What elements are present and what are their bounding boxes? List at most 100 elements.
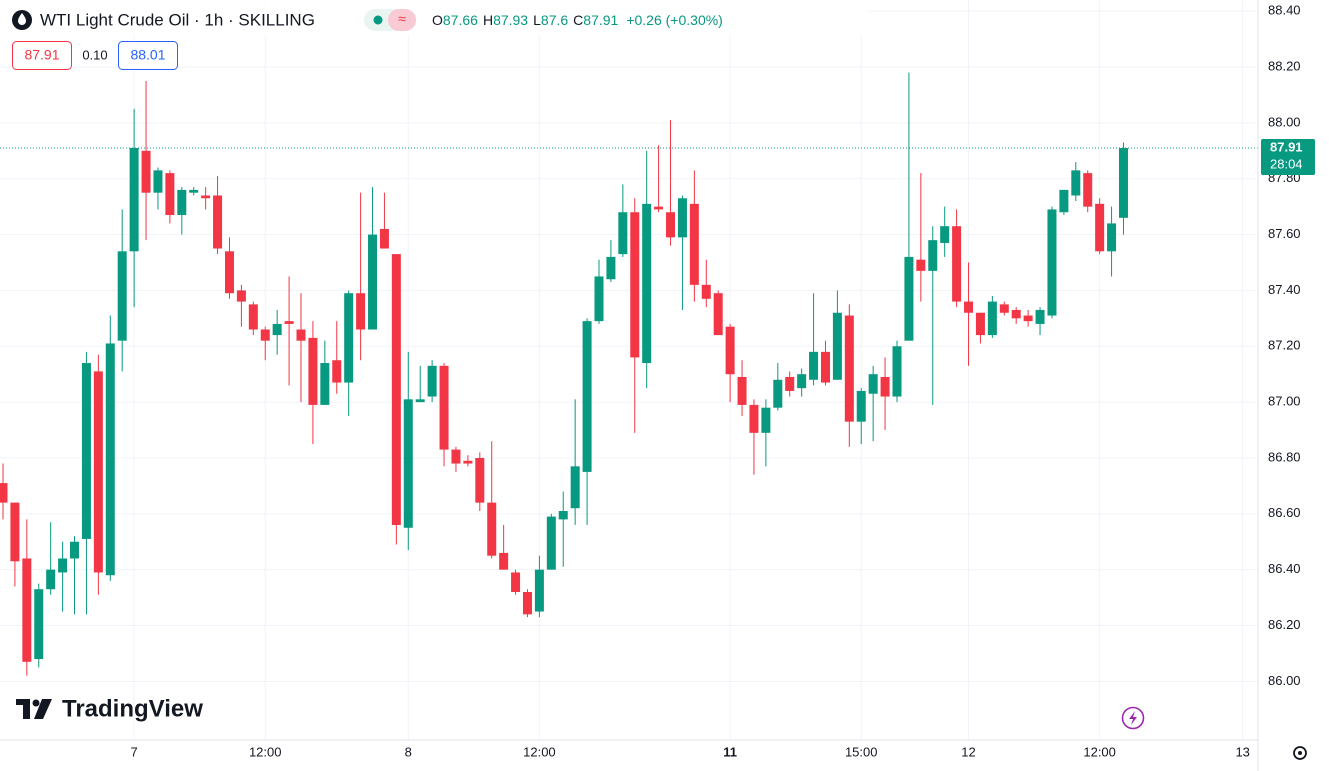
candle-body — [81, 363, 91, 539]
candle-body — [892, 346, 902, 397]
candle-body — [761, 407, 771, 433]
candle-body — [975, 312, 985, 336]
candle-body — [1047, 209, 1057, 316]
candle-body — [165, 173, 175, 216]
candle-body — [189, 189, 199, 193]
header-bg — [0, 0, 870, 36]
x-tick-label: 7 — [131, 744, 138, 759]
candle-body — [964, 301, 974, 313]
candle-body — [368, 234, 378, 330]
candle-body — [284, 321, 294, 324]
y-tick-label: 88.40 — [1268, 3, 1301, 18]
settings-icon-core — [1298, 751, 1302, 755]
x-tick-label: 13 — [1235, 744, 1249, 759]
candle-body — [58, 558, 68, 573]
candle-body — [606, 256, 616, 280]
y-tick-label: 86.20 — [1268, 617, 1301, 632]
candle-body — [391, 254, 401, 525]
y-tick-label: 86.00 — [1268, 673, 1301, 688]
candle-body — [522, 592, 532, 615]
axes: 86.00 86.20 86.40 86.60 86.80 87.00 87.20 87.40… — [131, 3, 1315, 759]
candle-body — [1118, 148, 1128, 218]
logo-mark — [34, 699, 52, 719]
y-tick-label: 86.40 — [1268, 561, 1301, 576]
countdown: 28:04 — [1270, 156, 1303, 171]
candle-body — [773, 379, 783, 408]
candle-body — [70, 541, 80, 559]
candle-body — [1059, 189, 1069, 213]
y-tick-label: 87.00 — [1268, 394, 1301, 409]
candle-body — [928, 240, 938, 271]
legend-value: 87.6 — [541, 12, 568, 28]
candle-body — [22, 558, 32, 662]
candle-body — [511, 572, 521, 592]
candle-body — [0, 483, 8, 503]
candle-body — [916, 259, 926, 271]
candle-body — [749, 404, 759, 433]
candle-body — [475, 457, 485, 503]
candle-body — [332, 360, 342, 383]
sell-button[interactable] — [12, 41, 72, 70]
candle-body — [46, 569, 56, 590]
candle-body — [93, 371, 103, 573]
drop-icon — [18, 13, 26, 25]
y-tick-label: 88.00 — [1268, 114, 1301, 129]
settings-icon[interactable] — [1293, 746, 1307, 760]
legend-label: O — [432, 12, 443, 28]
bid-price: 87.91 — [24, 47, 59, 63]
candle-body — [952, 226, 962, 302]
candle-body — [105, 343, 115, 576]
legend-label: H — [483, 12, 493, 28]
x-tick-label: 12:00 — [1083, 744, 1116, 759]
last-price-tag — [1261, 139, 1315, 175]
candle-body — [987, 301, 997, 336]
flash-icon[interactable] — [1121, 706, 1145, 730]
candle-body — [415, 399, 425, 403]
logo-text: TradingView — [62, 695, 203, 722]
y-tick-label: 87.60 — [1268, 226, 1301, 241]
y-tick-label: 88.20 — [1268, 58, 1301, 73]
candle-body — [463, 460, 473, 464]
market-open-dot — [373, 15, 383, 25]
x-tick-label: 12:00 — [249, 744, 282, 759]
candle-body — [868, 374, 878, 394]
candle-body — [701, 284, 711, 299]
candle-body — [213, 195, 223, 249]
candle-body — [844, 315, 854, 422]
y-tick-label: 87.40 — [1268, 282, 1301, 297]
legend-value: 87.91 — [583, 12, 618, 28]
candle-body — [546, 516, 556, 570]
x-tick-label: 11 — [723, 744, 737, 759]
candle-body — [487, 502, 497, 556]
candle-body — [34, 589, 44, 660]
flash-bolt — [1129, 711, 1137, 725]
candle-body — [880, 376, 890, 397]
legend-label: C — [573, 12, 583, 28]
candle-body — [308, 337, 318, 405]
candle-body — [344, 293, 354, 383]
candle-body — [725, 326, 735, 375]
spread: 0.10 — [82, 47, 107, 62]
y-tick-label: 86.80 — [1268, 449, 1301, 464]
candle-body — [1071, 170, 1081, 196]
candle-body — [439, 365, 449, 450]
candle-body — [737, 376, 747, 405]
candle-body — [499, 552, 509, 570]
candle-body — [618, 212, 628, 255]
delay-pill — [388, 9, 416, 31]
candle-body — [403, 399, 413, 528]
candle-body — [427, 365, 437, 397]
ask-price: 88.01 — [130, 47, 165, 63]
candle-body — [379, 228, 389, 249]
candle-body — [1035, 309, 1045, 324]
candle-body — [904, 256, 914, 341]
tradingview-logo: TradingView — [16, 695, 203, 722]
buy-button[interactable] — [118, 41, 178, 70]
candle-body — [1011, 309, 1021, 319]
legend-value: 87.66 — [443, 12, 478, 28]
candle-body — [677, 198, 687, 238]
candle-body — [356, 293, 366, 330]
candle-body — [713, 293, 723, 336]
candle-body — [320, 363, 330, 405]
